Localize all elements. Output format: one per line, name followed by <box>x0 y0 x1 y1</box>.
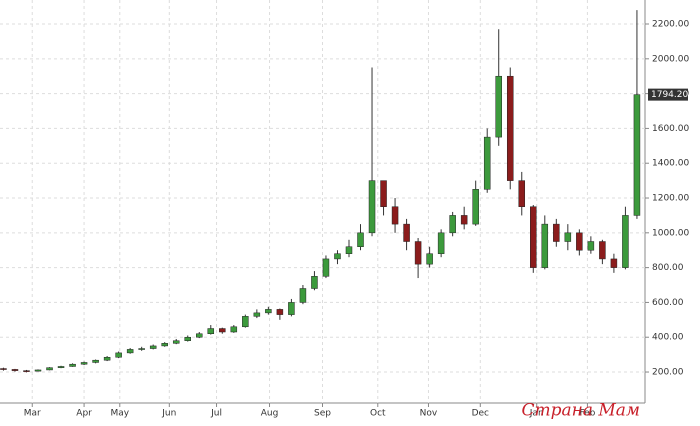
candle-body <box>610 258 618 268</box>
candle-body <box>288 302 295 315</box>
y-tick-label: 2000.00 <box>652 54 689 64</box>
candle-body <box>11 369 19 371</box>
candle-body <box>622 215 629 268</box>
candle-body <box>265 309 272 314</box>
candle-body <box>530 206 537 268</box>
candle-body <box>184 336 191 341</box>
y-tick-label: 400.00 <box>652 333 684 343</box>
last-price-label: 1794.20 <box>651 90 688 100</box>
candle-body <box>322 258 330 277</box>
candle-body <box>587 241 595 251</box>
candle-body <box>253 312 261 317</box>
candle-body <box>69 363 76 367</box>
y-tick-label: 200.00 <box>652 368 684 378</box>
candle-body <box>230 326 238 333</box>
x-tick-label: Mar <box>24 409 41 419</box>
candle-body <box>103 356 111 361</box>
x-tick-label: Oct <box>370 409 386 419</box>
candle-body <box>437 232 445 254</box>
candle-body <box>483 136 491 190</box>
candle-body <box>357 232 364 247</box>
candle-body <box>219 328 226 333</box>
last-price-box <box>648 88 688 101</box>
y-tick-label: 600.00 <box>652 298 684 308</box>
y-tick-label: 800.00 <box>652 263 684 273</box>
candle-body <box>138 348 145 350</box>
candle-body <box>449 215 456 234</box>
candle-body <box>564 232 572 242</box>
y-tick-label: 1400.00 <box>652 159 689 169</box>
candle-body <box>126 349 134 354</box>
x-tick-label: Jan <box>529 409 544 419</box>
x-tick-label: Jul <box>210 409 222 419</box>
x-tick-label: May <box>110 409 129 419</box>
candle-body <box>403 223 410 242</box>
candle-body <box>506 75 514 181</box>
x-tick-label: Nov <box>420 409 438 419</box>
candle-body <box>633 94 641 216</box>
candle-body <box>161 343 168 347</box>
candle-body <box>149 345 157 349</box>
y-tick-label: 1000.00 <box>652 228 689 238</box>
candle-body <box>414 241 422 265</box>
x-tick-label: Feb <box>579 409 595 419</box>
x-tick-label: Jun <box>161 409 176 419</box>
candle-body <box>334 253 341 260</box>
x-tick-label: Sep <box>314 409 331 419</box>
candle-body <box>299 288 307 303</box>
candle-body <box>242 316 249 328</box>
candle-body <box>80 362 88 365</box>
watermark: Страна Мам <box>521 401 640 421</box>
candle-body <box>380 180 387 207</box>
candle-body <box>23 370 30 372</box>
candle-body <box>553 223 560 242</box>
y-tick-label: 2200.00 <box>652 20 689 30</box>
candle-body <box>541 223 549 268</box>
candle-body <box>207 328 215 334</box>
candle-body <box>460 215 468 225</box>
candle-body <box>576 232 583 251</box>
candle-body <box>172 340 180 344</box>
candle-body <box>426 253 433 265</box>
candle-body <box>368 180 376 234</box>
y-tick-label: 1200.00 <box>652 194 689 204</box>
candle-body <box>115 352 122 358</box>
candle-body <box>495 75 502 138</box>
y-tick-label: 1600.00 <box>652 124 689 134</box>
candle-body <box>0 368 7 370</box>
candle-body <box>391 206 399 225</box>
candle-body <box>345 246 353 254</box>
candle-body <box>34 369 42 372</box>
x-tick-label: Aug <box>261 409 279 419</box>
candle-body <box>92 359 99 363</box>
candle-body <box>599 241 606 260</box>
candle-body <box>518 180 526 207</box>
x-tick-label: Dec <box>472 409 489 419</box>
candle-body <box>57 366 65 368</box>
candle-body <box>276 309 284 315</box>
x-tick-label: Apr <box>76 409 92 419</box>
candle-body <box>196 333 203 338</box>
candle-body <box>311 276 318 289</box>
candle-body <box>472 189 479 225</box>
candle-body <box>46 367 53 371</box>
